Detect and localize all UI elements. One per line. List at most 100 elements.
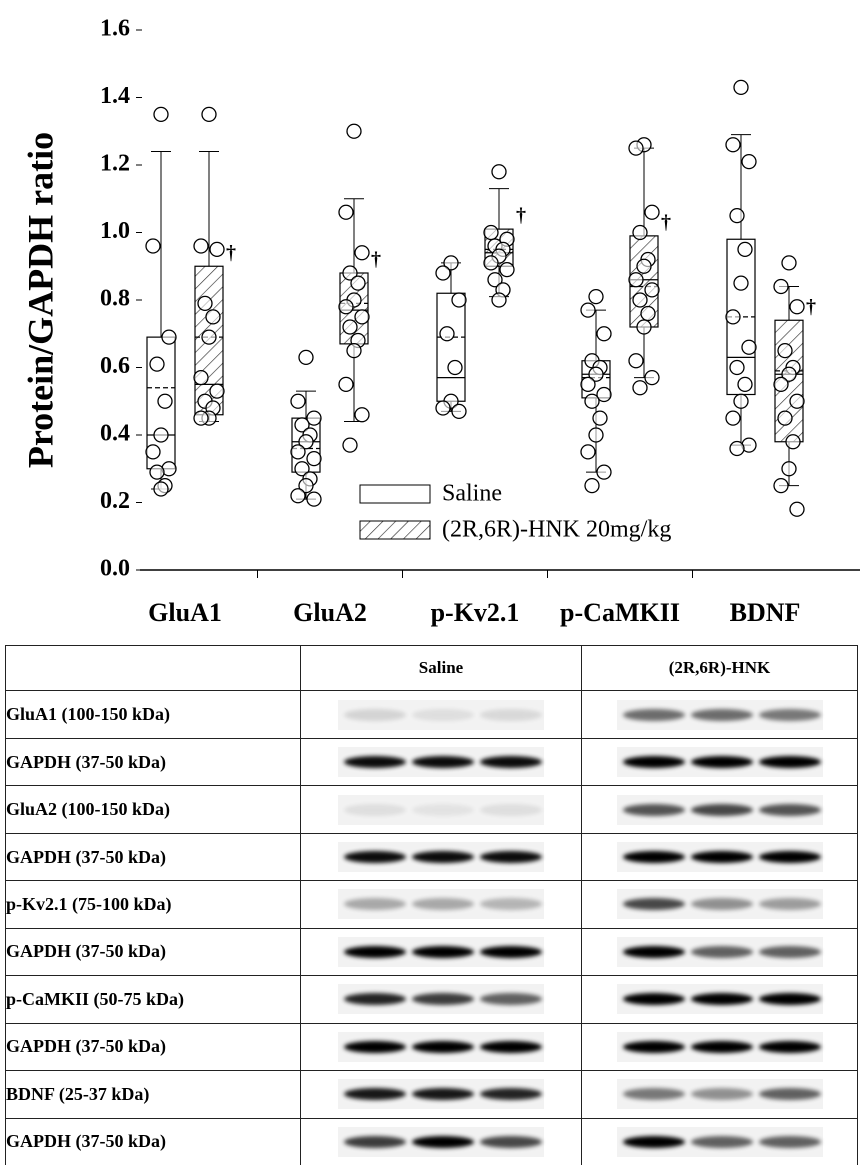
blot-band: [622, 708, 685, 721]
data-point: [741, 153, 757, 170]
data-point: [580, 444, 596, 460]
data-point: [149, 356, 165, 372]
blot-strip: [616, 1079, 823, 1110]
header-saline: Saline: [300, 644, 582, 692]
data-point: [733, 275, 749, 291]
blot-band: [690, 1040, 753, 1053]
blot-band: [480, 803, 542, 816]
data-point: [729, 359, 745, 376]
significance-mark: †: [516, 205, 526, 227]
blot-row: GAPDH (37-50 kDa): [5, 928, 858, 976]
blot-strip: [338, 747, 544, 778]
blot-cell: [581, 690, 858, 739]
data-point: [294, 461, 310, 477]
data-point: [789, 299, 805, 315]
data-point: [209, 383, 225, 399]
blot-label: p-Kv2.1 (75-100 kDa): [5, 880, 301, 929]
blot-strip: [338, 1079, 544, 1110]
blot-band: [758, 708, 821, 721]
data-point: [342, 265, 358, 281]
blot-band: [344, 1088, 406, 1101]
data-point: [628, 353, 644, 369]
data-point: [628, 140, 644, 156]
x-tick-label: p-CaMKII: [560, 598, 680, 627]
data-point: [483, 224, 499, 241]
blot-strip: [338, 889, 544, 920]
blot-cell: [581, 785, 858, 834]
blot-band: [622, 898, 685, 911]
data-point: [209, 241, 225, 258]
significance-mark: †: [661, 211, 671, 233]
data-point: [596, 386, 612, 403]
data-point: [451, 403, 467, 420]
data-point: [596, 464, 612, 480]
data-point: [781, 366, 797, 382]
blot-band: [344, 851, 406, 863]
legend-label: (2R,6R)-HNK 20mg/kg: [442, 517, 671, 543]
data-point: [777, 342, 793, 359]
significance-mark: †: [806, 296, 816, 318]
blot-band: [344, 945, 406, 958]
data-point: [306, 410, 322, 426]
blot-band: [690, 756, 753, 769]
data-point: [644, 204, 660, 220]
blot-band: [622, 945, 685, 958]
blot-cell: [300, 975, 582, 1024]
data-point: [145, 444, 161, 460]
y-tick-label: 1.6: [100, 16, 130, 42]
blot-cell: [300, 1070, 582, 1119]
data-point: [354, 245, 370, 261]
data-point: [298, 434, 314, 450]
y-tick-label: 0.0: [100, 556, 130, 582]
blot-band: [758, 898, 821, 911]
blot-band: [412, 851, 474, 863]
blot-band: [412, 803, 474, 816]
blot-band: [758, 1040, 821, 1053]
blot-band: [622, 1135, 685, 1148]
blot-cell: [300, 833, 582, 881]
x-tick-label: GluA1: [148, 598, 222, 627]
blot-label: GAPDH (37-50 kDa): [5, 1118, 301, 1165]
data-point: [193, 238, 209, 254]
blot-strip: [616, 794, 823, 825]
data-point: [644, 369, 660, 386]
blot-label: GluA1 (100-150 kDa): [5, 690, 301, 739]
blot-cell: [300, 785, 582, 834]
blot-band: [622, 851, 685, 863]
blot-band: [758, 756, 821, 769]
data-point: [338, 376, 354, 393]
data-point: [342, 319, 358, 335]
data-point: [789, 501, 805, 517]
blot-cell: [300, 880, 582, 929]
data-point: [729, 207, 745, 224]
blot-strip: [616, 984, 823, 1015]
blot-cell: [581, 1023, 858, 1071]
data-point: [298, 349, 314, 366]
data-point: [443, 255, 459, 271]
data-point: [588, 366, 604, 382]
blot-strip: [616, 747, 823, 778]
blot-band: [344, 756, 406, 769]
data-point: [785, 434, 801, 450]
y-tick-label: 0.8: [100, 286, 130, 312]
blot-band: [690, 708, 753, 721]
x-tick-label: p-Kv2.1: [431, 598, 520, 627]
blot-band: [690, 1088, 753, 1101]
blot-band: [622, 756, 685, 769]
y-tick-label: 0.4: [100, 421, 130, 447]
data-point: [193, 410, 209, 426]
data-point: [781, 255, 797, 271]
data-point: [644, 282, 660, 298]
data-point: [580, 376, 596, 393]
blot-row: GAPDH (37-50 kDa): [5, 738, 858, 786]
data-point: [773, 278, 789, 295]
data-point: [725, 309, 741, 325]
data-point: [350, 275, 366, 291]
data-point: [733, 393, 749, 409]
legend-swatch: [359, 520, 431, 540]
blot-band: [758, 1135, 821, 1148]
significance-mark: †: [371, 249, 381, 271]
data-point: [596, 326, 612, 342]
blot-band: [480, 1135, 542, 1148]
